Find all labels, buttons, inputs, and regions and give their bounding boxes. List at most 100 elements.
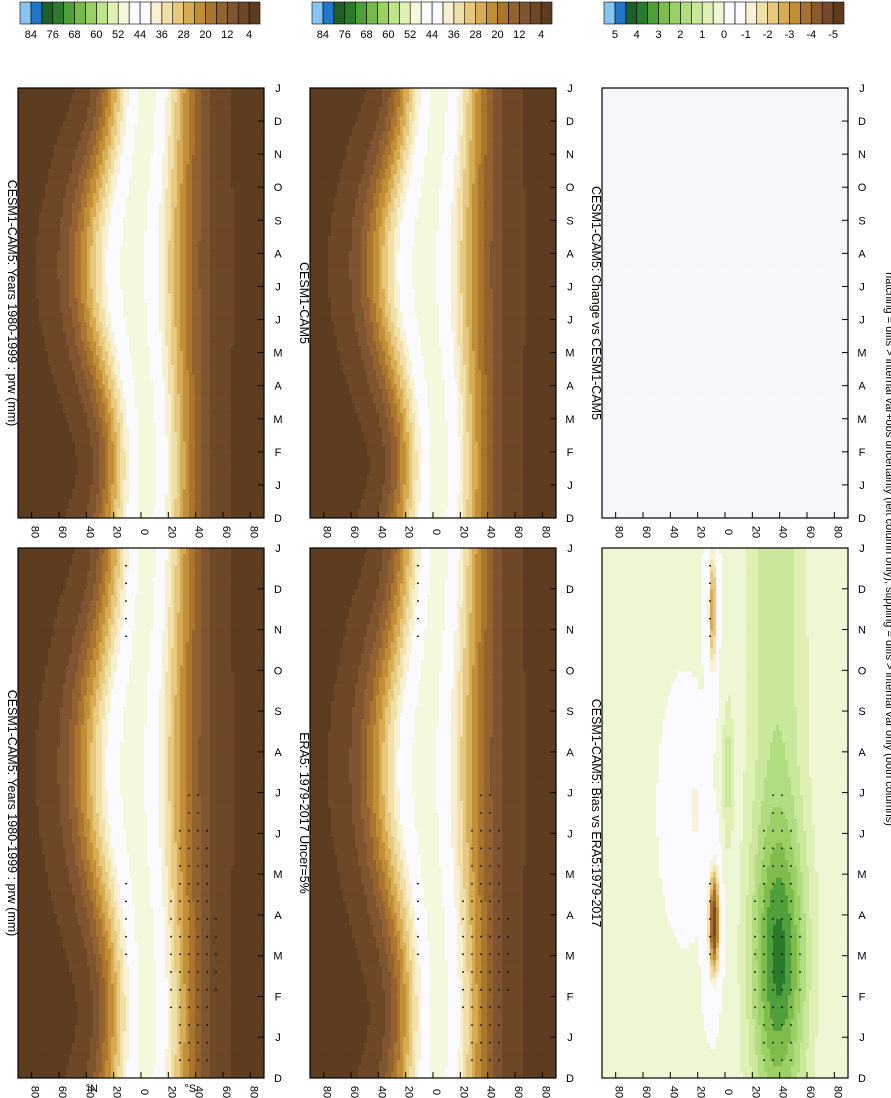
heatmap-cell: [96, 1043, 99, 1049]
heatmap-cell: [102, 1025, 105, 1031]
heatmap-cell: [84, 872, 87, 878]
heatmap-cell: [24, 831, 27, 837]
heatmap-cell: [117, 854, 120, 860]
heatmap-cell: [105, 654, 108, 660]
heatmap-cell: [57, 725, 60, 731]
heatmap-cell: [54, 784, 57, 790]
heatmap-cell: [42, 1007, 45, 1013]
heatmap-cell: [123, 831, 126, 837]
heatmap-cell: [72, 713, 75, 719]
heatmap-cell: [117, 1037, 120, 1043]
heatmap-cell: [78, 943, 81, 949]
heatmap-cell: [78, 619, 81, 625]
heatmap-cell: [108, 954, 111, 960]
heatmap-cell: [54, 731, 57, 737]
heatmap-cell: [39, 731, 42, 737]
heatmap-cell: [30, 978, 33, 984]
heatmap-cell: [78, 577, 81, 583]
heatmap-cell: [123, 554, 126, 560]
heatmap-cell: [129, 736, 132, 742]
heatmap-cell: [87, 566, 90, 572]
heatmap-cell: [66, 1066, 69, 1072]
heatmap-cell: [42, 895, 45, 901]
heatmap-cell: [72, 831, 75, 837]
heatmap-cell: [81, 619, 84, 625]
heatmap-cell: [36, 707, 39, 713]
heatmap-cell: [105, 954, 108, 960]
heatmap-cell: [117, 784, 120, 790]
heatmap-cell: [87, 560, 90, 566]
heatmap-cell: [69, 601, 72, 607]
heatmap-cell: [114, 754, 117, 760]
heatmap-cell: [81, 548, 84, 554]
heatmap-cell: [51, 784, 54, 790]
heatmap-cell: [99, 878, 102, 884]
heatmap-cell: [39, 695, 42, 701]
heatmap-cell: [27, 789, 30, 795]
heatmap-cell: [45, 954, 48, 960]
heatmap-cell: [27, 860, 30, 866]
heatmap-cell: [27, 766, 30, 772]
heatmap-cell: [117, 636, 120, 642]
heatmap-cell: [21, 784, 24, 790]
heatmap-cell: [120, 613, 123, 619]
heatmap-cell: [93, 566, 96, 572]
heatmap-cell: [84, 583, 87, 589]
heatmap-cell: [69, 837, 72, 843]
heatmap-cell: [96, 760, 99, 766]
heatmap-cell: [84, 548, 87, 554]
heatmap-cell: [57, 937, 60, 943]
heatmap-cell: [63, 572, 66, 578]
heatmap-cell: [57, 884, 60, 890]
heatmap-cell: [78, 772, 81, 778]
heatmap-cell: [39, 784, 42, 790]
heatmap-cell: [111, 954, 114, 960]
heatmap-cell: [96, 572, 99, 578]
heatmap-cell: [30, 837, 33, 843]
heatmap-cell: [93, 1066, 96, 1072]
heatmap-cell: [36, 683, 39, 689]
heatmap-cell: [129, 872, 132, 878]
heatmap-cell: [42, 1037, 45, 1043]
heatmap-cell: [54, 842, 57, 848]
heatmap-cell: [24, 731, 27, 737]
heatmap-cell: [63, 1001, 66, 1007]
heatmap-cell: [51, 725, 54, 731]
heatmap-cell: [60, 613, 63, 619]
heatmap-cell: [48, 695, 51, 701]
heatmap-cell: [129, 778, 132, 784]
heatmap-cell: [75, 736, 78, 742]
heatmap-cell: [78, 948, 81, 954]
heatmap-cell: [93, 966, 96, 972]
heatmap-cell: [39, 742, 42, 748]
heatmap-cell: [72, 678, 75, 684]
heatmap-cell: [120, 713, 123, 719]
heatmap-cell: [33, 1019, 36, 1025]
heatmap-cell: [72, 630, 75, 636]
heatmap-cell: [78, 789, 81, 795]
heatmap-cell: [84, 760, 87, 766]
heatmap-cell: [90, 666, 93, 672]
heatmap-cell: [117, 625, 120, 631]
heatmap-cell: [48, 901, 51, 907]
heatmap-cell: [105, 878, 108, 884]
heatmap-cell: [42, 1049, 45, 1055]
heatmap-cell: [108, 760, 111, 766]
heatmap-cell: [57, 1031, 60, 1037]
heatmap-cell: [81, 884, 84, 890]
heatmap-cell: [111, 1025, 114, 1031]
heatmap-cell: [36, 1007, 39, 1013]
heatmap-cell: [111, 996, 114, 1002]
heatmap-cell: [102, 601, 105, 607]
heatmap-cell: [57, 954, 60, 960]
heatmap-cell: [39, 736, 42, 742]
heatmap-cell: [24, 948, 27, 954]
heatmap-cell: [96, 778, 99, 784]
heatmap-cell: [126, 660, 129, 666]
heatmap-cell: [63, 619, 66, 625]
heatmap-cell: [33, 860, 36, 866]
heatmap-cell: [114, 966, 117, 972]
heatmap-cell: [78, 754, 81, 760]
heatmap-cell: [114, 907, 117, 913]
heatmap-cell: [27, 1066, 30, 1072]
